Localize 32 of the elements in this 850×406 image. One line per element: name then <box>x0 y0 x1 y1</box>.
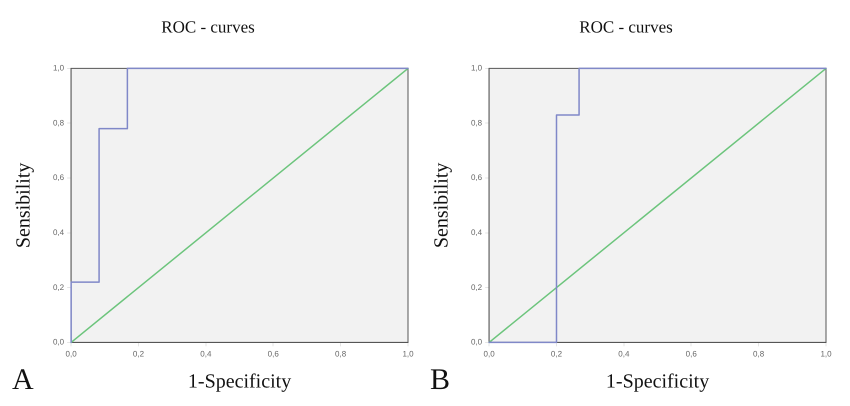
x-tick-label: 0,4 <box>200 349 212 358</box>
x-tick-label: 0,4 <box>618 349 630 358</box>
y-tick-label: 0,6 <box>52 173 65 182</box>
y-tick-label: 0,2 <box>470 282 483 292</box>
y-tick-label: 0,8 <box>52 118 65 128</box>
y-tick-label: 0,4 <box>470 228 483 238</box>
x-tick-label: 0,0 <box>484 349 496 358</box>
y-tick-label: 0,2 <box>52 282 65 292</box>
chart-title: ROC - curves <box>579 18 673 37</box>
x-axis-title: 1-Specificity <box>606 370 710 392</box>
x-tick-label: 0,2 <box>550 349 563 358</box>
x-tick-label: 1,0 <box>402 349 414 358</box>
x-tick-label: 0,8 <box>753 349 765 358</box>
y-tick-label: 0,6 <box>470 173 483 182</box>
y-axis-title: Sensibility <box>12 162 34 248</box>
x-tick-label: 0,0 <box>66 349 78 358</box>
x-tick-label: 0,6 <box>686 349 698 358</box>
y-tick-label: 0,0 <box>52 338 65 347</box>
x-axis-title: 1-Specificity <box>188 370 292 392</box>
y-tick-label: 1,0 <box>52 64 65 73</box>
text: A <box>12 362 34 396</box>
chart-title: ROC - curves <box>161 18 255 37</box>
text: B <box>430 362 450 396</box>
y-tick-label: 0,0 <box>470 338 483 347</box>
y-tick-label: 0,8 <box>470 118 483 128</box>
y-axis-title: Sensibility <box>430 162 452 248</box>
x-tick-label: 1,0 <box>820 349 832 358</box>
y-tick-label: 1,0 <box>470 64 483 73</box>
y-tick-label: 0,4 <box>52 228 65 238</box>
x-tick-label: 0,2 <box>132 349 145 358</box>
x-tick-label: 0,6 <box>268 349 280 358</box>
x-tick-label: 0,8 <box>335 349 347 358</box>
